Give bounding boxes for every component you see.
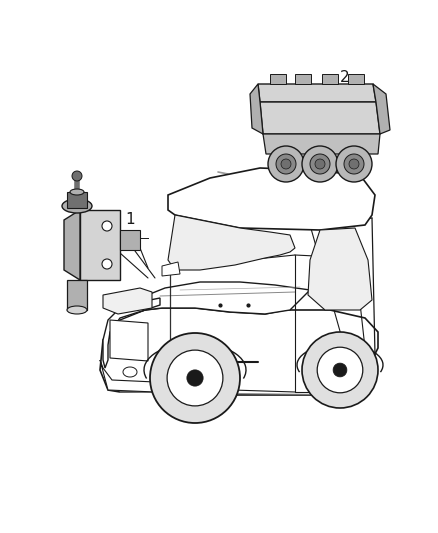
Polygon shape [348, 74, 364, 84]
Polygon shape [258, 84, 376, 102]
Polygon shape [260, 102, 380, 134]
Polygon shape [295, 74, 311, 84]
Polygon shape [270, 74, 286, 84]
Polygon shape [168, 215, 295, 270]
Polygon shape [80, 210, 120, 280]
Circle shape [167, 350, 223, 406]
Circle shape [268, 146, 304, 182]
Circle shape [276, 154, 296, 174]
Circle shape [72, 171, 82, 181]
Polygon shape [100, 360, 155, 392]
Polygon shape [373, 84, 390, 134]
Circle shape [317, 347, 363, 393]
Polygon shape [322, 74, 338, 84]
Circle shape [344, 154, 364, 174]
Polygon shape [100, 308, 378, 395]
Polygon shape [64, 210, 80, 280]
Circle shape [349, 159, 359, 169]
Circle shape [102, 221, 112, 231]
Ellipse shape [67, 306, 87, 314]
Text: 1: 1 [125, 213, 135, 228]
Circle shape [310, 154, 330, 174]
Circle shape [315, 159, 325, 169]
Circle shape [302, 332, 378, 408]
Ellipse shape [70, 189, 84, 195]
Circle shape [333, 363, 347, 377]
Polygon shape [263, 134, 380, 154]
Polygon shape [110, 320, 148, 361]
Polygon shape [308, 228, 372, 310]
Polygon shape [162, 262, 180, 276]
Polygon shape [103, 288, 152, 314]
Circle shape [302, 146, 338, 182]
Circle shape [187, 370, 203, 386]
Text: 2: 2 [340, 70, 350, 85]
Polygon shape [67, 280, 87, 310]
Circle shape [102, 259, 112, 269]
Circle shape [281, 159, 291, 169]
Circle shape [336, 146, 372, 182]
Circle shape [150, 333, 240, 423]
Polygon shape [120, 230, 140, 250]
Polygon shape [103, 298, 160, 368]
Ellipse shape [62, 199, 92, 213]
Polygon shape [250, 84, 263, 134]
Polygon shape [108, 282, 310, 340]
Polygon shape [168, 168, 375, 230]
Polygon shape [67, 192, 87, 208]
